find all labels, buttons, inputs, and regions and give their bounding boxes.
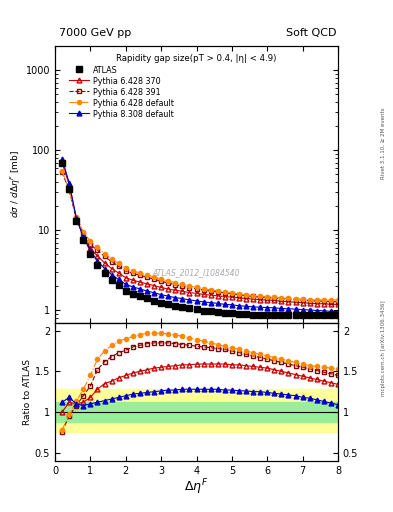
Y-axis label: $d\sigma\ /\ d\Delta\eta^F\ [\mathrm{mb}]$: $d\sigma\ /\ d\Delta\eta^F\ [\mathrm{mb}… (9, 151, 23, 218)
Text: 7000 GeV pp: 7000 GeV pp (59, 28, 131, 38)
Text: Rivet 3.1.10, ≥ 2M events: Rivet 3.1.10, ≥ 2M events (381, 108, 386, 179)
Text: Rapidity gap size(pT > 0.4, |η| < 4.9): Rapidity gap size(pT > 0.4, |η| < 4.9) (116, 54, 277, 63)
Text: Soft QCD: Soft QCD (286, 28, 336, 38)
Text: mcplots.cern.ch [arXiv:1306.3436]: mcplots.cern.ch [arXiv:1306.3436] (381, 301, 386, 396)
Text: ATLAS_2012_I1084540: ATLAS_2012_I1084540 (153, 268, 240, 278)
Y-axis label: Ratio to ATLAS: Ratio to ATLAS (23, 359, 32, 424)
Legend: ATLAS, Pythia 6.428 370, Pythia 6.428 391, Pythia 6.428 default, Pythia 8.308 de: ATLAS, Pythia 6.428 370, Pythia 6.428 39… (68, 64, 176, 120)
X-axis label: $\Delta\eta^F$: $\Delta\eta^F$ (184, 477, 209, 497)
